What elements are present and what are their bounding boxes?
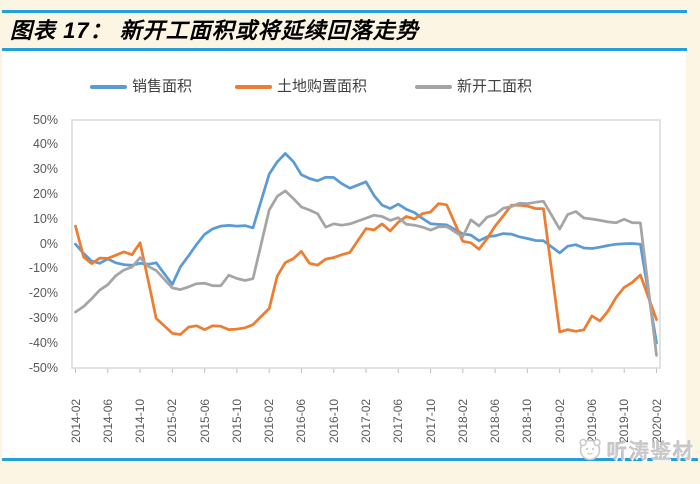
x-axis-label: 2018-06	[488, 398, 503, 443]
x-axis-label: 2014-06	[100, 398, 115, 443]
x-axis-label: 2015-06	[197, 398, 212, 443]
watermark-logo-icon	[579, 438, 601, 461]
y-axis-label: 50%	[32, 112, 58, 127]
y-axis-label: -30%	[28, 310, 58, 325]
x-axis-label: 2017-10	[423, 398, 438, 443]
y-axis-label: 10%	[32, 211, 58, 226]
chart-title: 图表 17： 新开工面积或将延续回落走势	[10, 18, 419, 43]
bottom-rule	[2, 458, 698, 461]
x-axis-label: 2019-02	[552, 398, 567, 443]
watermark: 听涛鉴材	[576, 436, 695, 463]
legend-item-land[interactable]: 土地购置面积	[235, 78, 367, 96]
series-line-0	[74, 152, 658, 345]
x-axis-label: 2016-10	[326, 398, 341, 443]
starts-line-swatch-icon	[415, 84, 452, 90]
x-axis-label: 2017-02	[359, 398, 373, 443]
watermark-text: 听涛鉴材	[607, 440, 695, 463]
x-axis-label: 2014-10	[133, 398, 148, 443]
x-axis-label: 2016-02	[262, 398, 277, 443]
chart-legend: 销售面积 土地购置面积 新开工面积	[0, 78, 700, 98]
x-axis-label: 2018-02	[455, 398, 470, 443]
title-band: 图表 17： 新开工面积或将延续回落走势	[10, 13, 690, 47]
legend-label-starts: 新开工面积	[457, 78, 533, 95]
plot-border	[71, 119, 661, 369]
y-axis-label: 0%	[39, 236, 58, 251]
x-axis-label: 2014-02	[68, 398, 83, 443]
x-axis-label: 2017-06	[391, 398, 406, 443]
x-axis-label: 2015-10	[229, 398, 244, 443]
top-rule	[2, 10, 687, 13]
legend-item-sales[interactable]: 销售面积	[90, 78, 192, 96]
legend-label-land: 土地购置面积	[277, 78, 368, 95]
y-axis-label: -40%	[28, 335, 58, 350]
y-axis-label: -20%	[28, 286, 58, 301]
x-axis-label: 2018-10	[520, 398, 535, 443]
legend-label-sales: 销售面积	[132, 78, 193, 95]
series-line-1	[74, 202, 658, 336]
title-bottom-rule	[2, 48, 687, 51]
y-axis-label: -50%	[28, 360, 58, 375]
y-axis-label: 20%	[32, 186, 58, 201]
land-line-swatch-icon	[235, 84, 272, 90]
y-axis-label: 30%	[32, 162, 58, 177]
x-axis-label: 2016-06	[294, 398, 309, 443]
x-axis-label: 2019-06	[584, 398, 599, 443]
x-axis-label: 2015-02	[165, 398, 180, 443]
series-line-2	[74, 189, 658, 357]
y-axis-label: -10%	[28, 261, 58, 276]
legend-item-starts[interactable]: 新开工面积	[415, 78, 532, 96]
y-axis-label: 40%	[32, 137, 58, 152]
sales-line-swatch-icon	[90, 84, 127, 90]
